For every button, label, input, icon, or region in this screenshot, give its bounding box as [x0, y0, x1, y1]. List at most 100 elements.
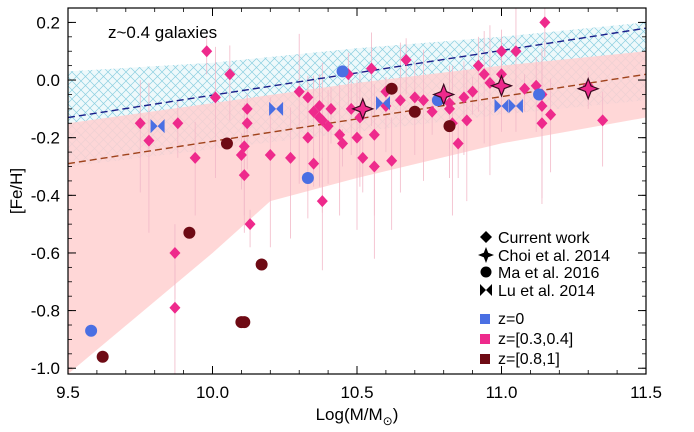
legend-blue-swatch [480, 314, 490, 324]
diamond-marker [169, 246, 181, 259]
y-tick-label: 0.0 [36, 71, 60, 90]
diamond-marker [264, 148, 276, 161]
bowtie-marker [508, 98, 523, 113]
legend-circle-icon [480, 266, 492, 278]
circle-marker [85, 324, 98, 337]
legend-item-ma: Ma et al. 2016 [480, 265, 600, 282]
y-tick-label: -0.2 [31, 129, 60, 148]
fit-line-0 [68, 27, 646, 119]
legend-label: Current work [498, 230, 591, 247]
diamond-marker [316, 195, 328, 208]
legend-label: z=[0.8,1] [498, 351, 560, 368]
diamond-marker [238, 169, 250, 182]
star-marker [351, 97, 375, 121]
y-tick-label: -0.8 [31, 302, 60, 321]
circle-marker [408, 105, 421, 118]
legend-item-z08: z=[0.8,1] [480, 351, 560, 368]
legend-pink-swatch [480, 334, 490, 344]
x-tick-label: 9.5 [56, 383, 80, 402]
circle-marker [183, 226, 196, 239]
x-tick-label: 11.0 [486, 383, 518, 402]
diamond-marker [209, 91, 221, 104]
circle-marker [238, 316, 251, 329]
bowtie-marker [269, 101, 284, 116]
diamond-marker [201, 45, 213, 58]
diamond-marker [293, 85, 305, 98]
diamond-marker [308, 105, 320, 118]
diamond-marker [539, 16, 551, 29]
diamond-marker [134, 117, 146, 130]
diamond-marker [322, 120, 334, 133]
x-axis-title: Log(M/M⊙) [316, 405, 399, 428]
legend-label: Ma et al. 2016 [498, 265, 600, 282]
diamond-marker [496, 45, 507, 58]
legend-item-z03: z=[0.3,0.4] [480, 331, 573, 348]
diamond-marker [368, 160, 380, 173]
diamond-marker [313, 99, 325, 112]
y-tick-label: -0.6 [31, 244, 60, 263]
annotation-label: z~0.4 galaxies [108, 23, 217, 42]
bowtie-marker [150, 119, 165, 134]
circle-marker [255, 258, 268, 271]
diamond-marker [426, 105, 438, 118]
y-tick-label: -0.4 [31, 186, 60, 205]
x-tick-label: 10.0 [196, 383, 229, 402]
y-axis-title: [Fe/H] [7, 168, 26, 214]
legend: Current work Choi et al. 2014 Ma et al. … [478, 230, 610, 368]
legend-star-icon [478, 247, 494, 263]
diamond-marker [461, 114, 473, 127]
diamond-marker [244, 218, 256, 231]
diamond-marker [172, 117, 184, 130]
diamond-marker [241, 117, 253, 130]
diamond-marker [545, 108, 557, 121]
data-markers [85, 16, 609, 363]
y-axis-ticks: -1.0 -0.8 -0.6 -0.4 -0.2 0.0 0.2 [31, 13, 646, 378]
diamond-marker [386, 154, 398, 167]
diamond-marker [597, 114, 609, 127]
circle-marker [443, 120, 456, 133]
diamond-marker [224, 68, 236, 81]
diamond-marker [241, 102, 253, 115]
diamond-marker [452, 137, 464, 150]
diamond-marker [337, 137, 349, 150]
plot-area [68, 8, 646, 374]
diamond-marker [409, 91, 421, 104]
legend-item-choi: Choi et al. 2014 [478, 247, 610, 265]
circle-marker [220, 137, 233, 150]
x-tick-label: 10.5 [340, 383, 373, 402]
diamond-marker [365, 62, 377, 75]
legend-item-current-work: Current work [480, 230, 591, 247]
x-tick-label: 11.5 [630, 383, 662, 402]
circle-marker [336, 65, 349, 78]
diamond-marker [536, 117, 548, 130]
diamond-marker [169, 301, 181, 314]
circle-marker [96, 350, 109, 363]
diamond-marker [400, 53, 412, 66]
diamond-marker [472, 59, 484, 72]
diamond-marker [308, 157, 320, 170]
diamond-marker [235, 148, 247, 161]
star-marker [576, 77, 600, 101]
diamond-marker [316, 114, 328, 127]
y-tick-label: -1.0 [31, 359, 60, 378]
legend-label: z=0 [498, 311, 524, 328]
legend-item-z0: z=0 [480, 311, 524, 328]
legend-darkred-swatch [480, 354, 490, 364]
legend-bowtie-icon [480, 284, 492, 296]
diamond-marker [417, 94, 429, 107]
diamond-marker [189, 151, 201, 164]
diamond-marker [357, 151, 369, 164]
star-marker [489, 74, 514, 98]
diamond-marker [325, 102, 337, 115]
diamond-marker [536, 99, 548, 112]
bowtie-marker [494, 98, 509, 113]
legend-label: Lu et al. 2014 [498, 283, 595, 300]
star-marker [432, 82, 456, 107]
legend-label: z=[0.3,0.4] [498, 331, 573, 348]
diamond-marker [394, 94, 406, 107]
diamond-marker [519, 82, 531, 95]
x-axis-ticks: 9.5 10.0 10.5 11.0 11.5 [56, 8, 662, 402]
circle-marker [385, 82, 398, 95]
bowtie-marker [376, 96, 391, 111]
